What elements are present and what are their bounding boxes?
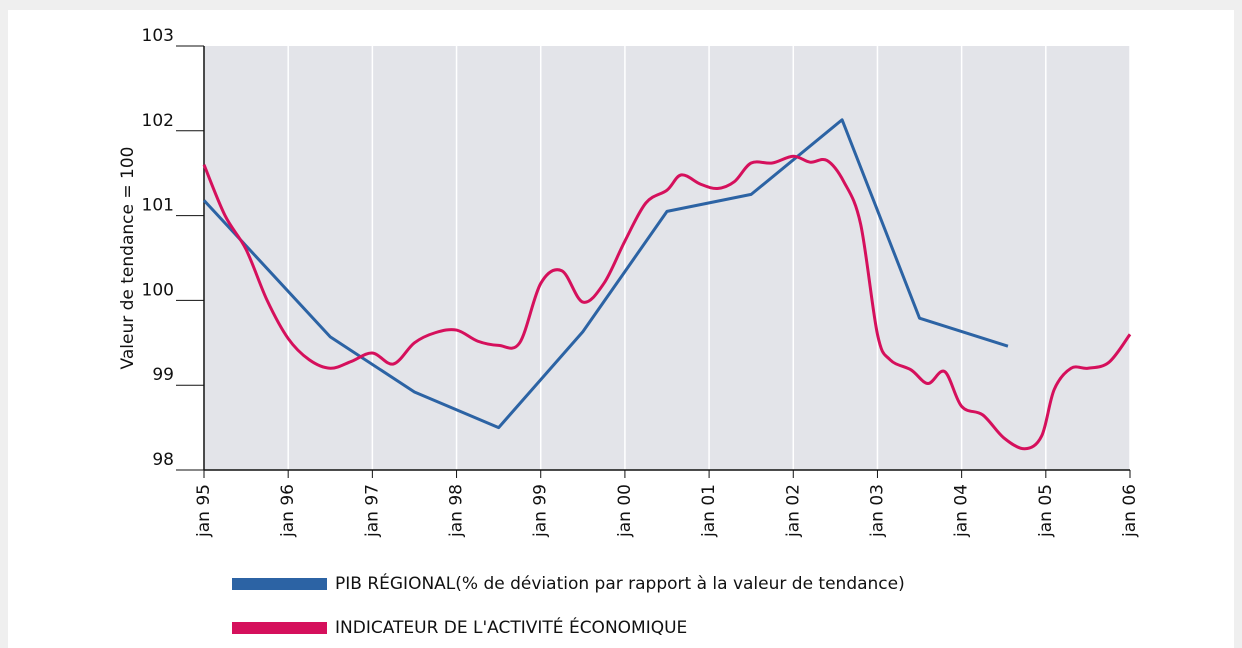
x-tick-label: jan 05 <box>1036 484 1056 538</box>
y-tick-label: 98 <box>152 450 174 470</box>
legend-swatch <box>232 578 327 590</box>
plot-area <box>204 46 1130 470</box>
y-tick-label: 102 <box>142 111 174 131</box>
series-line <box>202 154 1132 451</box>
series-line <box>202 118 1009 430</box>
x-tick-label: jan 02 <box>783 484 803 538</box>
y-tick-label: 101 <box>142 196 174 216</box>
x-tick-label: jan 99 <box>531 484 551 538</box>
x-tick-label: jan 98 <box>447 484 467 538</box>
y-axis-label: Valeur de tendance = 100 <box>118 147 138 370</box>
legend-swatch <box>232 622 327 634</box>
legend-label: INDICATEUR DE L'ACTIVITÉ ÉCONOMIQUE <box>335 616 687 638</box>
x-tick-label: jan 03 <box>867 484 887 538</box>
x-tick-label: jan 95 <box>194 484 214 538</box>
x-tick-label: jan 01 <box>699 484 719 538</box>
legend-label: PIB RÉGIONAL(% de déviation par rapport … <box>335 572 905 594</box>
x-tick-label: jan 00 <box>615 484 635 538</box>
x-tick-label: jan 06 <box>1120 484 1140 538</box>
x-tick-label: jan 97 <box>362 484 382 538</box>
y-tick-label: 103 <box>142 26 174 46</box>
y-tick-label: 99 <box>152 365 174 385</box>
x-tick-label: jan 04 <box>952 484 972 538</box>
x-tick-label: jan 96 <box>278 484 298 538</box>
y-tick-label: 100 <box>142 280 174 300</box>
